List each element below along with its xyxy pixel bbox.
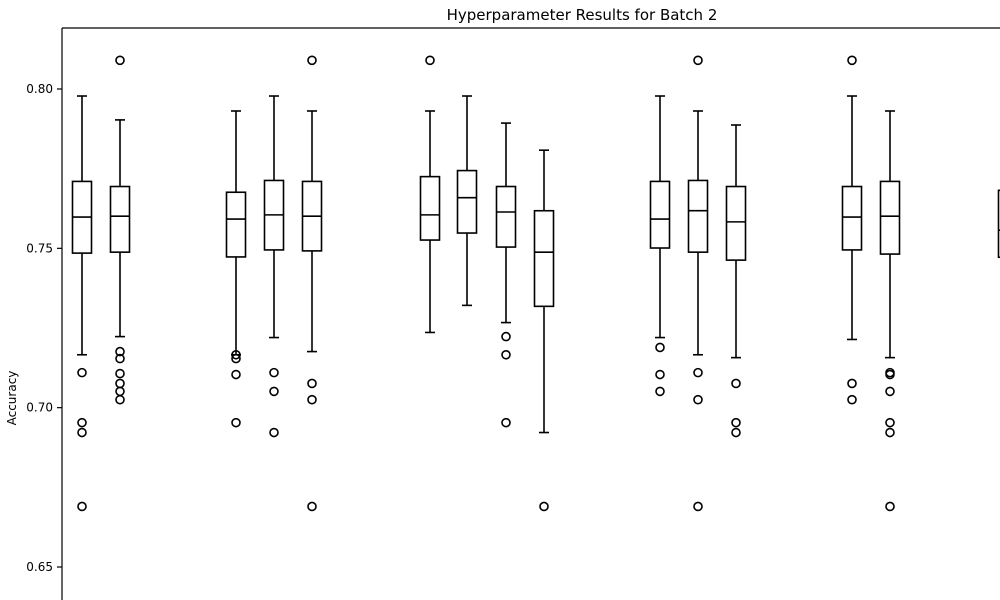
outlier-point	[885, 427, 895, 438]
outlier-point	[77, 417, 87, 428]
outlier-point	[539, 501, 549, 512]
outlier-point	[655, 369, 665, 380]
box-10	[649, 95, 671, 397]
outlier-point	[269, 367, 279, 378]
box-iqr	[225, 191, 247, 258]
outlier-point	[115, 55, 125, 66]
outlier-point	[501, 349, 511, 360]
outlier-point	[307, 378, 317, 389]
y-tick-label: 0.80	[26, 82, 53, 96]
box-13	[841, 55, 863, 405]
outlier-point	[115, 386, 125, 397]
outlier-point	[115, 394, 125, 405]
box-iqr	[456, 169, 478, 234]
box-12	[725, 124, 747, 438]
box-iqr	[649, 180, 671, 249]
outlier-point	[269, 427, 279, 438]
box-14	[879, 110, 901, 512]
box-iqr	[997, 189, 1000, 259]
outlier-point	[307, 501, 317, 512]
box-iqr	[841, 185, 863, 251]
outlier-point	[501, 417, 511, 428]
outlier-point	[77, 367, 87, 378]
box-iqr	[533, 209, 555, 308]
box-3	[225, 110, 247, 428]
outlier-point	[693, 367, 703, 378]
outlier-point	[77, 427, 87, 438]
outlier-point	[731, 427, 741, 438]
outlier-point	[885, 386, 895, 397]
outlier-point	[847, 378, 857, 389]
outlier-point	[693, 55, 703, 66]
box-2	[109, 55, 131, 405]
outlier-point	[693, 501, 703, 512]
outlier-point	[115, 346, 125, 357]
box-iqr	[725, 185, 747, 261]
y-tick-label: 0.75	[26, 241, 53, 255]
y-axis-ticks: 0.65 0.70 0.75 0.80	[26, 82, 62, 574]
y-tick-label: 0.65	[26, 560, 53, 574]
outlier-point	[115, 353, 125, 364]
box-8	[495, 122, 517, 428]
outlier-point	[425, 55, 435, 66]
box-4	[263, 95, 285, 438]
outlier-point	[847, 55, 857, 66]
outlier-point	[307, 394, 317, 405]
outlier-point	[731, 417, 741, 428]
outlier-point	[731, 378, 741, 389]
outlier-point	[115, 378, 125, 389]
box-7	[456, 95, 478, 307]
box-11	[687, 55, 709, 512]
outlier-point	[885, 501, 895, 512]
plot-frame	[61, 27, 1000, 600]
box-iqr	[687, 179, 709, 253]
outlier-point	[693, 394, 703, 405]
box-iqr	[419, 175, 441, 241]
box-iqr	[495, 185, 517, 248]
box-15	[997, 189, 1000, 259]
box-9	[533, 149, 555, 512]
outlier-point	[501, 331, 511, 342]
box-1	[71, 95, 93, 512]
chart-title: Hyperparameter Results for Batch 2	[447, 6, 718, 24]
outlier-point	[847, 394, 857, 405]
outlier-point	[655, 386, 665, 397]
outlier-point	[885, 369, 895, 380]
box-iqr	[879, 180, 901, 255]
outlier-point	[231, 353, 241, 364]
outlier-point	[885, 417, 895, 428]
outlier-point	[307, 55, 317, 66]
outlier-point	[77, 501, 87, 512]
box-5	[301, 55, 323, 512]
outlier-point	[231, 349, 241, 360]
outlier-point	[269, 386, 279, 397]
box-series	[71, 55, 1000, 512]
outlier-point	[115, 368, 125, 379]
box-6	[419, 55, 441, 334]
y-tick-label: 0.70	[26, 401, 53, 415]
outlier-point	[231, 369, 241, 380]
outlier-point	[231, 417, 241, 428]
box-iqr	[109, 185, 131, 253]
y-axis-label: Accuracy	[5, 371, 19, 426]
outlier-point	[655, 342, 665, 353]
